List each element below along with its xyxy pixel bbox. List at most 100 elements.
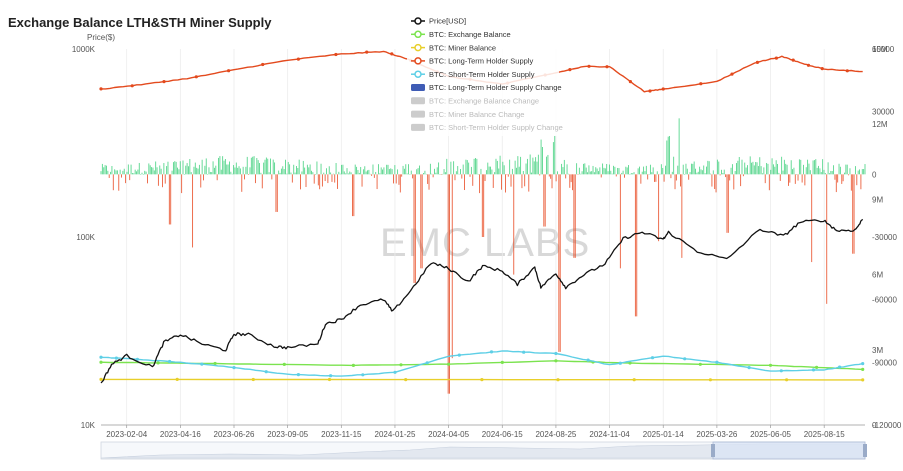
lth-change-bar [716, 159, 718, 175]
legend-item[interactable]: BTC: Short-Term Holder Supply Change [411, 123, 563, 132]
lth-change-bar [719, 174, 721, 176]
lth-change-bar [678, 118, 680, 175]
lth-change-bar [316, 161, 318, 175]
lth-change-bar [757, 166, 759, 175]
lth-change-bar [693, 161, 695, 175]
zoom-slider-window[interactable] [712, 441, 866, 460]
lth-change-bar [293, 164, 295, 175]
lth-change-bar [766, 162, 768, 175]
lth-change-bar [546, 156, 548, 175]
lth-change-bar [656, 171, 658, 175]
lth-change-bar [256, 158, 258, 175]
lth-change-bar [630, 173, 632, 175]
lth-change-bar [286, 173, 288, 175]
lth-change-bar [625, 166, 627, 175]
lth-change-bar [779, 174, 781, 181]
lth-change-bar [444, 172, 446, 175]
lth-change-bar [864, 164, 866, 175]
lth-change-bar [583, 163, 584, 175]
lth-change-bar [751, 162, 753, 175]
lth-change-bar [144, 170, 146, 175]
lth-change-bar [819, 168, 821, 175]
right-supply-tick-label: 3M [872, 346, 883, 355]
zoom-slider-right-handle[interactable] [863, 444, 867, 457]
lth-change-bar [509, 159, 511, 175]
right-change-tick-label: -30000 [872, 233, 897, 242]
lth-change-bar [231, 173, 233, 175]
lth-change-bar [498, 168, 500, 175]
legend-item[interactable]: BTC: Long-Term Holder Supply [411, 57, 533, 66]
sth-supply-line-marker [650, 356, 655, 360]
lth-change-bar [849, 168, 851, 175]
lth-change-bar [782, 170, 784, 175]
legend-swatch-marker [414, 17, 422, 25]
lth-change-bar [308, 167, 310, 175]
zoom-slider[interactable] [100, 441, 867, 460]
lth-change-bar [398, 174, 400, 185]
lth-change-bar [387, 164, 389, 175]
lth-change-bar [513, 174, 515, 275]
zoom-slider-left-handle[interactable] [711, 444, 715, 457]
lth-change-bar [848, 174, 850, 176]
lth-change-bar [492, 174, 494, 188]
legend-item[interactable]: BTC: Exchange Balance Change [411, 97, 539, 106]
lth-change-bar [793, 167, 795, 175]
legend-item[interactable]: Price[USD] [411, 17, 466, 26]
lth-change-bar [119, 169, 121, 175]
lth-supply-line-marker [628, 80, 633, 84]
lth-change-bar [455, 171, 457, 175]
legend-item[interactable]: BTC: Short-Term Holder Supply [411, 70, 535, 79]
lth-change-bar [114, 169, 116, 175]
lth-change-bar [334, 174, 336, 183]
lth-change-bar [801, 174, 803, 183]
lth-change-bar [699, 166, 701, 175]
right-axes: 0 3M 6M 9M 12M 15M -120000 -90000 -60000 -30000 0 3… [872, 45, 902, 430]
lth-change-bar [420, 174, 422, 269]
lth-change-bar [373, 174, 375, 178]
lth-change-bar [572, 174, 573, 191]
right-supply-tick-label: 6M [872, 271, 883, 280]
lth-change-bar [104, 165, 106, 175]
sth-supply-line-marker [135, 357, 139, 361]
legend-item[interactable]: BTC: Exchange Balance [411, 30, 511, 39]
lth-change-bar [581, 171, 583, 175]
lth-change-bar [574, 174, 576, 258]
lth-change-bar [841, 174, 843, 184]
lth-supply-line-marker [755, 60, 760, 64]
lth-change-bar [238, 166, 240, 175]
sth-supply-line-marker [779, 369, 783, 373]
lth-change-bar [565, 174, 567, 179]
lth-change-bar [595, 167, 597, 175]
lth-change-bar [557, 171, 558, 175]
lth-change-bar [168, 174, 170, 225]
lth-change-bar [711, 174, 713, 187]
lth-change-bar [726, 174, 728, 233]
lth-change-bar [475, 158, 476, 175]
lth-change-bar [233, 165, 235, 175]
lth-change-bar [721, 169, 722, 175]
legend-swatch-marker [414, 57, 422, 65]
legend-label: BTC: Exchange Balance [429, 30, 511, 39]
lth-change-bar [390, 168, 392, 175]
legend-item[interactable]: BTC: Long-Term Holder Supply Change [411, 83, 562, 92]
legend-item[interactable]: BTC: Miner Balance [411, 43, 496, 52]
lth-change-bar [126, 171, 128, 175]
x-tick-label: 2023-02-04 [106, 430, 147, 439]
lth-change-bar [138, 162, 140, 175]
lth-change-bar [186, 163, 188, 175]
lth-change-bar [611, 173, 613, 175]
lth-change-bar [607, 171, 609, 175]
lth-change-bar [749, 156, 751, 175]
lth-change-bar [510, 174, 512, 187]
lth-change-bar [108, 174, 110, 178]
lth-change-bar [511, 168, 513, 175]
lth-change-bar [248, 174, 250, 175]
legend-item[interactable]: BTC: Miner Balance Change [411, 110, 524, 119]
lth-change-bar [418, 165, 420, 175]
lth-change-bar [835, 174, 837, 193]
lth-change-bar [551, 174, 553, 189]
lth-change-bar [542, 147, 543, 175]
sth-supply-line-marker [457, 353, 461, 357]
lth-change-bar [259, 163, 260, 175]
lth-change-bar [649, 164, 651, 175]
